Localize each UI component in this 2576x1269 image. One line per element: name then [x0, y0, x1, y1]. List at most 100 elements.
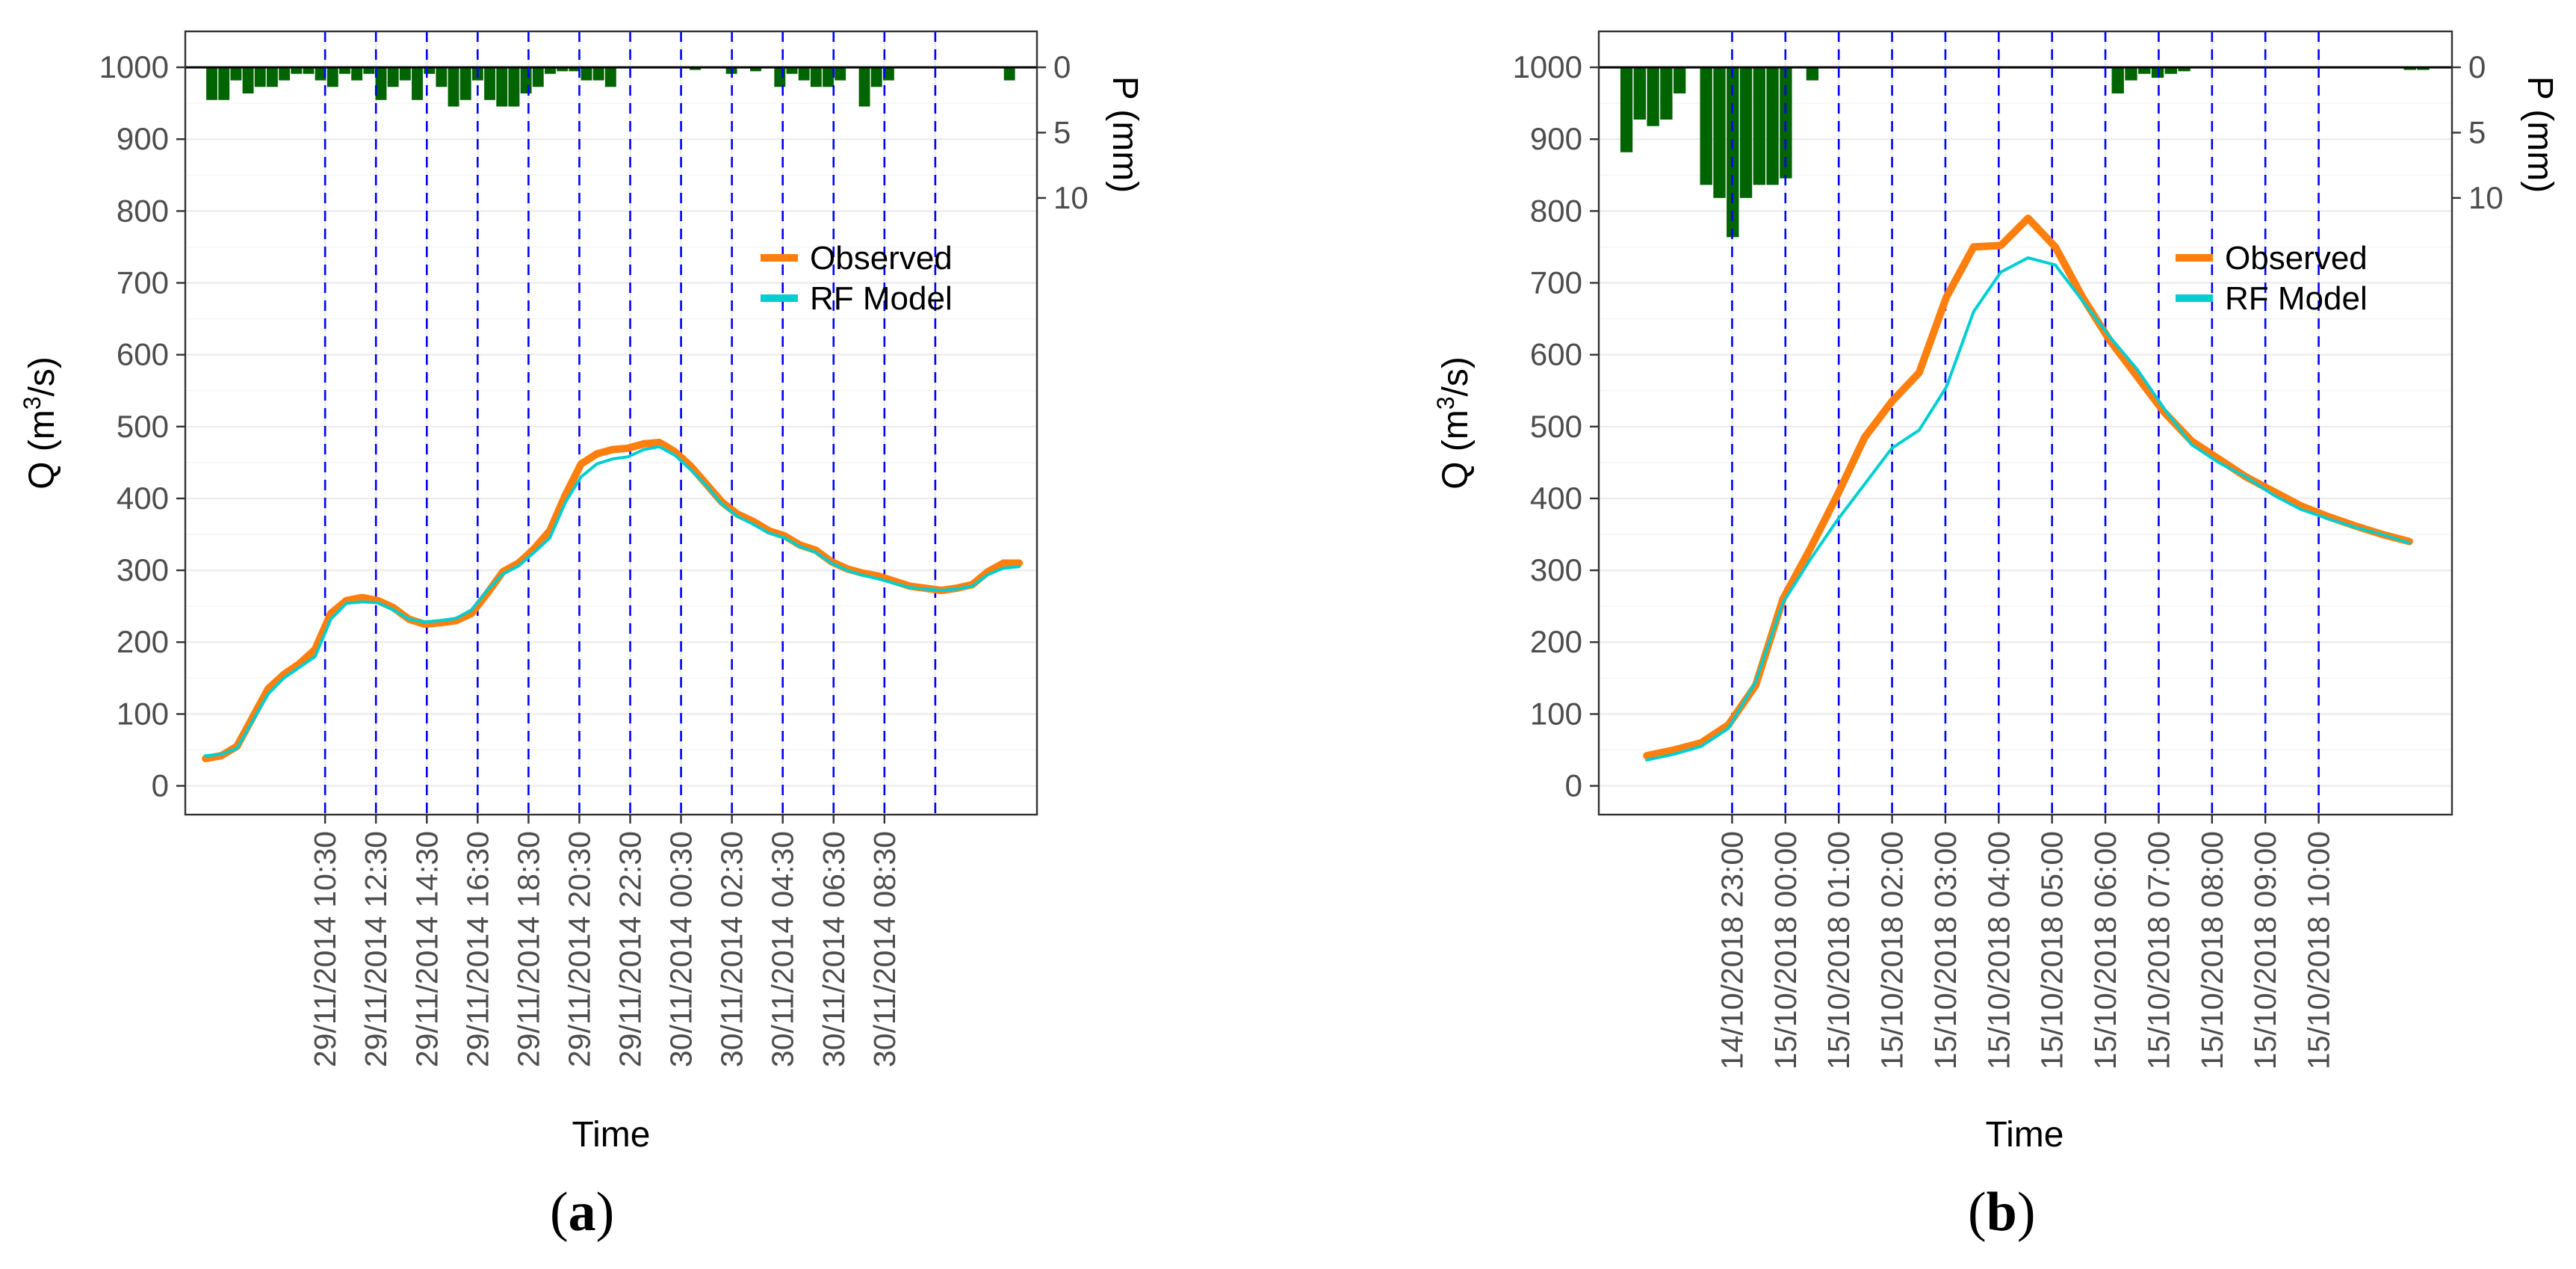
- a-rain-bar: [351, 67, 363, 81]
- b-xtick-label: 15/10/2018 03:00: [1928, 831, 1963, 1069]
- a-rain-bar: [823, 67, 834, 87]
- b-ytick-label: 500: [1530, 409, 1582, 444]
- a-rain-bar: [363, 67, 375, 74]
- a-xtick-label: 29/11/2014 16:30: [460, 831, 495, 1067]
- a-xtick-label: 30/11/2014 00:30: [664, 831, 699, 1067]
- b-rain-bar: [1620, 67, 1633, 152]
- a-rain-bar: [604, 67, 616, 87]
- b-rain-bar: [2111, 67, 2124, 94]
- a-series-observed-line: [202, 439, 1024, 762]
- b-ytick-label: 200: [1530, 624, 1582, 659]
- b-y2-axis-title: P (mm): [2520, 76, 2560, 193]
- b-xtick-label: 15/10/2018 08:00: [2195, 831, 2229, 1069]
- b-rain-bar: [2151, 67, 2164, 78]
- b-xtick-label: 15/10/2018 02:00: [1875, 831, 1910, 1069]
- a-rain-bar: [291, 67, 303, 74]
- a-rain-bar: [412, 67, 423, 100]
- a-rain-bar: [786, 67, 798, 74]
- b-ytick-label: 1000: [1513, 49, 1582, 84]
- a-series-rf-model-line: [204, 445, 1021, 758]
- b-legend-label: RF Model: [2225, 280, 2368, 317]
- b-ytick-label: 0: [1565, 768, 1582, 803]
- a-rain-bar: [399, 67, 411, 81]
- b-xtick-label: 15/10/2018 00:00: [1768, 831, 1803, 1069]
- a-rain-bar: [484, 67, 496, 100]
- a-legend-label: RF Model: [810, 280, 953, 317]
- a-rain-bar: [810, 67, 822, 87]
- b-x-axis-title: Time: [1986, 1115, 2064, 1155]
- a-rain-bar: [375, 67, 387, 100]
- a-rain-bar: [569, 67, 580, 72]
- a-rain-bar: [326, 67, 338, 87]
- b-xtick-label: 15/10/2018 01:00: [1821, 831, 1856, 1069]
- a-ytick-label: 0: [152, 768, 169, 803]
- a-rain-bar: [532, 67, 544, 87]
- a-xtick-label: 29/11/2014 10:30: [308, 831, 342, 1067]
- b-rain-bar: [1647, 67, 1659, 126]
- b-xtick-label: 15/10/2018 06:00: [2088, 831, 2123, 1069]
- b-y2tick-label: 0: [2468, 49, 2486, 84]
- b-rain-bar: [1766, 67, 1779, 185]
- b-ytick-label: 100: [1530, 696, 1582, 731]
- a-rain-bar: [557, 67, 569, 72]
- a-ytick-label: 800: [117, 193, 169, 228]
- a-rain-bar: [1003, 67, 1015, 81]
- b-rain-bar: [1700, 67, 1712, 185]
- b-y2tick-label: 10: [2468, 180, 2504, 215]
- a-xtick-label: 30/11/2014 04:30: [766, 831, 800, 1067]
- a-ytick-label: 400: [117, 481, 169, 516]
- b-xtick-label: 15/10/2018 05:00: [2035, 831, 2069, 1069]
- b-xtick-label: 14/10/2018 23:00: [1715, 831, 1749, 1069]
- b-rain-bar: [1727, 67, 1739, 238]
- b-rain-bar: [1673, 67, 1686, 94]
- b-rain-bar: [1753, 67, 1765, 185]
- a-rain-bar: [448, 67, 459, 107]
- a-ytick-label: 300: [117, 552, 169, 587]
- a-rain-bar: [545, 67, 556, 74]
- b-rain-bar: [1713, 67, 1726, 198]
- a-rain-bar: [424, 67, 436, 74]
- a-rain-bar: [750, 67, 761, 72]
- a-legend-label: Observed: [810, 240, 953, 277]
- a-rain-bar: [508, 67, 520, 107]
- b-ytick-label: 600: [1530, 337, 1582, 372]
- a-rain-bar: [580, 67, 592, 81]
- b-xtick-label: 15/10/2018 07:00: [2141, 831, 2176, 1069]
- a-rain-bar: [436, 67, 448, 87]
- b-rain-bar: [1633, 67, 1647, 120]
- a-ytick-label: 100: [117, 696, 169, 731]
- b-ytick-label: 800: [1530, 193, 1582, 228]
- a-rain-bar: [242, 67, 254, 94]
- b-ytick-label: 900: [1530, 121, 1582, 156]
- b-xtick-label: 15/10/2018 09:00: [2248, 831, 2282, 1069]
- a-rain-bar: [870, 67, 882, 87]
- b-y2tick-label: 5: [2468, 114, 2486, 149]
- a-rain-bar: [387, 67, 399, 87]
- a-rain-bar: [218, 67, 230, 100]
- a-rain-bar: [206, 67, 217, 100]
- b-rain-bar: [2403, 67, 2416, 70]
- b-ytick-label: 700: [1530, 265, 1582, 300]
- b-rain-bar: [2417, 67, 2430, 70]
- b-series-rf-model-line: [1645, 256, 2411, 762]
- b-rain-bar: [1660, 67, 1673, 120]
- a-y-axis-title: Q (m3/s): [19, 356, 62, 490]
- a-xtick-label: 29/11/2014 12:30: [359, 831, 393, 1067]
- panel-a-chart: 0 100 200 300 400 500 600 700 800 900 1000 0 5 10 29/1…: [19, 30, 1145, 1155]
- b-rain-bar: [1806, 67, 1819, 81]
- b-y-axis-title: Q (m3/s): [1432, 356, 1476, 490]
- a-rain-bar: [835, 67, 846, 81]
- a-ytick-label: 1000: [99, 49, 169, 84]
- a-rain-bar: [315, 67, 326, 81]
- a-xtick-label: 29/11/2014 14:30: [409, 831, 444, 1067]
- panel-b-label: (b): [1968, 1182, 2036, 1243]
- a-xtick-label: 29/11/2014 18:30: [511, 831, 545, 1067]
- b-rain-bar: [1739, 67, 1753, 198]
- a-rain-bar: [303, 67, 315, 74]
- a-rain-bar: [230, 67, 242, 81]
- a-rain-bar: [690, 67, 702, 70]
- a-rain-bar: [496, 67, 508, 107]
- a-rain-bar: [858, 67, 870, 107]
- a-plot-background: [185, 31, 1037, 815]
